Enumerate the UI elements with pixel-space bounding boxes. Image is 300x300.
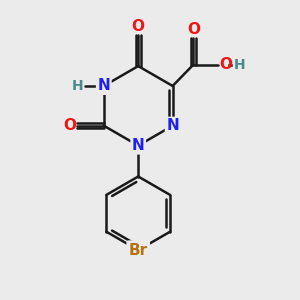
Text: Br: Br <box>129 243 148 258</box>
Text: O: O <box>187 22 200 38</box>
Text: N: N <box>98 79 110 94</box>
Text: H: H <box>234 58 245 72</box>
Text: N: N <box>166 118 179 133</box>
Text: H: H <box>72 79 83 93</box>
Text: N: N <box>132 138 145 153</box>
Text: O: O <box>132 19 145 34</box>
Text: O: O <box>219 57 232 72</box>
Text: O: O <box>63 118 76 133</box>
